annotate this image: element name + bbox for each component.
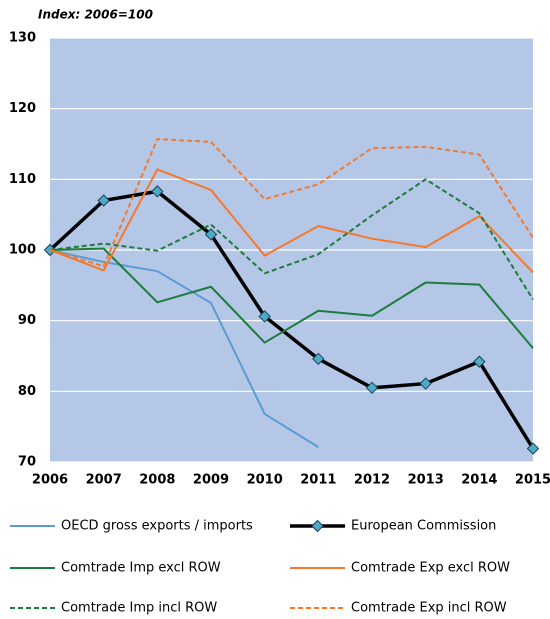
series-line — [49, 168, 534, 274]
data-point — [97, 194, 110, 207]
x-tick-label: 2007 — [86, 473, 122, 488]
data-point — [258, 310, 271, 323]
legend-label: Comtrade Imp excl ROW — [61, 561, 221, 576]
x-tick-label: 2014 — [461, 473, 497, 488]
x-tick-label: 2008 — [139, 473, 175, 488]
y-tick-label: 90 — [18, 313, 36, 328]
series-line — [48, 189, 535, 450]
y-tick-label: 130 — [9, 31, 36, 46]
legend-label: Comtrade Exp incl ROW — [351, 601, 507, 616]
x-tick-label: 2013 — [408, 473, 444, 488]
data-point — [365, 381, 379, 395]
series-line — [49, 178, 534, 300]
data-point — [473, 355, 486, 368]
legend-label: Comtrade Exp excl ROW — [351, 561, 510, 576]
chart-subtitle: Index: 2006=100 — [38, 8, 153, 22]
data-point — [204, 228, 218, 241]
data-point — [312, 352, 325, 366]
y-tick-label: 100 — [9, 243, 36, 258]
legend-label: Comtrade Imp incl ROW — [61, 601, 217, 616]
y-tick-label: 110 — [9, 172, 36, 187]
data-point — [526, 442, 540, 455]
data-point — [151, 185, 164, 198]
x-tick-label: 2009 — [193, 473, 229, 488]
legend-label: OECD gross exports / imports — [61, 519, 253, 534]
x-tick-label: 2010 — [247, 473, 283, 488]
x-tick-label: 2011 — [300, 473, 336, 488]
series-line — [49, 249, 319, 449]
series-line — [49, 138, 534, 268]
x-tick-label: 2015 — [515, 473, 550, 488]
x-tick-label: 2012 — [354, 473, 390, 488]
y-tick-label: 70 — [18, 455, 36, 470]
series-line — [49, 247, 534, 349]
data-point — [419, 377, 432, 390]
x-tick-label: 2006 — [32, 473, 68, 488]
y-tick-label: 80 — [18, 384, 36, 399]
legend-marker — [311, 519, 324, 533]
y-tick-label: 120 — [9, 101, 36, 116]
legend-label: European Commission — [351, 519, 496, 534]
